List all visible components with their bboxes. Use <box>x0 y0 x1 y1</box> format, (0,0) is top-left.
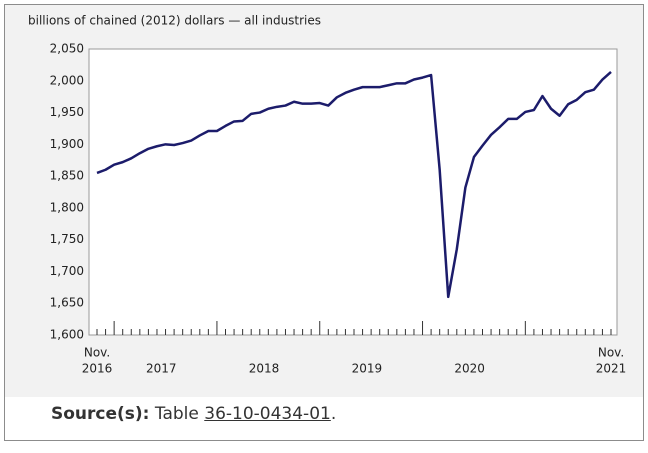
source-label: Source(s): <box>51 404 150 424</box>
y-tick-label: 2,050 <box>50 42 84 56</box>
x-tick-label: Nov. <box>598 346 624 360</box>
plot-area <box>88 48 618 336</box>
source-suffix: . <box>330 404 337 424</box>
y-tick-label: 1,900 <box>50 137 84 151</box>
x-year-label: 2019 <box>352 362 383 376</box>
y-tick-label: 2,000 <box>50 73 84 87</box>
y-tick-label: 1,950 <box>50 105 84 119</box>
x-year-label: 2017 <box>146 362 177 376</box>
y-tick-label: 1,750 <box>50 232 84 246</box>
y-tick-label: 1,700 <box>50 264 84 278</box>
y-tick-label: 1,600 <box>50 328 84 342</box>
y-tick-label: 1,850 <box>50 169 84 183</box>
y-tick-label: 1,800 <box>50 200 84 214</box>
chart-frame: billions of chained (2012) dollars — all… <box>4 4 644 441</box>
x-year-label: 2018 <box>249 362 280 376</box>
y-axis-title: billions of chained (2012) dollars — all… <box>28 14 321 28</box>
x-year-label: 2020 <box>454 362 485 376</box>
source-text: Table <box>154 404 199 424</box>
chart: billions of chained (2012) dollars — all… <box>5 5 643 397</box>
source: Source(s): Table 36-10-0434-01. <box>51 404 336 424</box>
source-link[interactable]: 36-10-0434-01 <box>204 404 331 424</box>
x-year-label: 2021 <box>596 362 627 376</box>
y-tick-label: 1,650 <box>50 296 84 310</box>
series-line <box>96 70 612 299</box>
x-year-label: 2016 <box>82 362 113 376</box>
x-tick-label: Nov. <box>84 346 110 360</box>
